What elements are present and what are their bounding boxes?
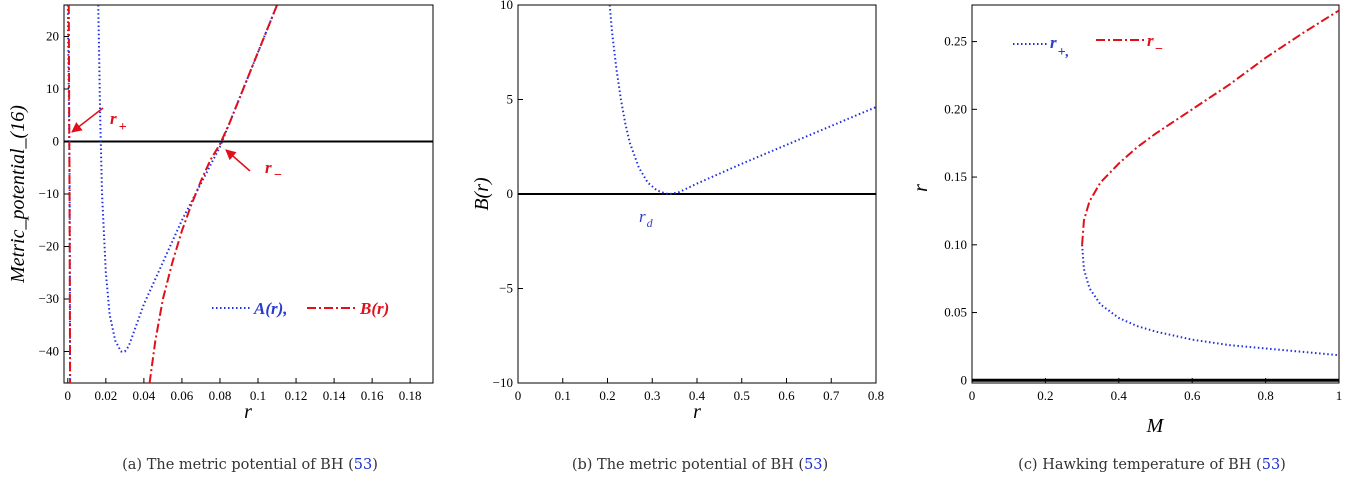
panel-b-series-0 bbox=[608, 5, 876, 195]
panel-c-chart: 0 0.2 0.4 0.6 0.8 100.050.100.150.200.25 r M … bbox=[910, 4, 1343, 437]
panel-a-ytick-label: −10 bbox=[39, 186, 59, 201]
panel-a-ylabel: Metric_potential_(16) bbox=[7, 105, 29, 284]
panel-c-ytick-label: 0.10 bbox=[944, 237, 967, 252]
panel-a-xtick-label: 0.14 bbox=[323, 388, 346, 403]
panel-c-xlabel: M bbox=[1146, 415, 1165, 437]
panel-b-ytick-label: −10 bbox=[493, 375, 513, 390]
panel-c-xtick-label: 1 bbox=[1336, 388, 1343, 403]
panel-a-xtick-label: 0.08 bbox=[209, 388, 232, 403]
panel-c-series-0 bbox=[1081, 244, 1339, 357]
panel-b-ytick-label: 5 bbox=[507, 92, 514, 107]
panel-a-xtick-label: 0.02 bbox=[94, 388, 117, 403]
panel-c-xtick-label: 0.8 bbox=[1257, 388, 1273, 403]
panel-c-ytick-label: 0.05 bbox=[944, 305, 967, 320]
panel-a-ytick-label: 0 bbox=[53, 134, 60, 149]
panel-c-ytick-label: 0.20 bbox=[944, 101, 967, 116]
panel-b-ytick-label: 0 bbox=[507, 186, 514, 201]
panel-c-ytick-label: 0.15 bbox=[944, 169, 967, 184]
panel-a-series-0 bbox=[66, 5, 278, 383]
panel-c-ylabel: r bbox=[910, 184, 932, 192]
panel-a-ytick-label: −30 bbox=[39, 291, 59, 306]
legend-label-r-plus: r+, bbox=[1050, 33, 1069, 60]
panel-a-xtick-label: 0 bbox=[65, 388, 72, 403]
panel-c-xtick-label: 0 bbox=[969, 388, 976, 403]
panel-a-series-1 bbox=[67, 5, 278, 383]
annotation-arrow-r-plus bbox=[71, 107, 104, 133]
panel-b-xtick-label: 0.5 bbox=[734, 388, 750, 403]
panel-b-ytick-label: 10 bbox=[500, 0, 513, 12]
panel-b-ylabel: B(r) bbox=[471, 177, 493, 211]
panel-b-ytick-label: −5 bbox=[499, 281, 513, 296]
panel-a-ytick-label: 10 bbox=[46, 81, 59, 96]
caption-c: (c) Hawking temperature of BH (53) bbox=[1018, 457, 1286, 473]
annotation-r-minus: r − bbox=[265, 158, 282, 183]
legend-label-r-minus: r− bbox=[1147, 31, 1163, 57]
panel-c-xtick-label: 0.4 bbox=[1111, 388, 1128, 403]
panel-b-xtick-label: 0.2 bbox=[599, 388, 615, 403]
panel-b-xtick-label: 0.1 bbox=[555, 388, 571, 403]
panel-c-ytick-label: 0 bbox=[961, 372, 968, 387]
annotation-arrow-r-minus bbox=[225, 149, 251, 172]
legend-label-a: A(r), bbox=[253, 299, 288, 318]
caption-b: (b) The metric potential of BH (53) bbox=[572, 457, 828, 473]
panel-b-xtick-label: 0.8 bbox=[868, 388, 884, 403]
panel-a-ytick-label: −20 bbox=[39, 239, 59, 254]
panel-c-series-1 bbox=[1081, 9, 1339, 245]
panel-a-xtick-label: 0.06 bbox=[171, 388, 194, 403]
annotation-r-plus: r + bbox=[110, 109, 127, 135]
panel-a-frame bbox=[63, 4, 434, 384]
panel-c-legend: r+, r− bbox=[1013, 31, 1163, 60]
panel-a-chart: 0 0.02 0.04 0.06 0.08 0.1 0.12 0.14 0.16 0.18 −40 −… bbox=[7, 4, 434, 423]
panel-c-xtick-label: 0.2 bbox=[1037, 388, 1053, 403]
panel-a-legend: A(r), B(r) bbox=[212, 299, 389, 318]
panel-c-ytick-label: 0.25 bbox=[944, 34, 967, 49]
panel-b-xtick-label: 0.4 bbox=[689, 388, 706, 403]
panel-c-xtick-label: 0.6 bbox=[1184, 388, 1201, 403]
annotation-r-d: rd bbox=[639, 207, 654, 230]
panel-c-frame bbox=[971, 4, 1340, 384]
panel-a-xtick-label: 0.18 bbox=[399, 388, 422, 403]
panel-b-xtick-label: 0.7 bbox=[823, 388, 840, 403]
legend-label-b: B(r) bbox=[359, 299, 389, 318]
panel-a-xtick-label: 0.1 bbox=[250, 388, 266, 403]
panel-a-ytick-label: 20 bbox=[46, 29, 59, 44]
panel-a-ytick-label: −40 bbox=[39, 344, 59, 359]
panel-b-xlabel: r bbox=[693, 401, 701, 423]
panel-a-xtick-label: 0.04 bbox=[133, 388, 156, 403]
panel-b-xtick-label: 0.3 bbox=[644, 388, 660, 403]
caption-a: (a) The metric potential of BH (53) bbox=[122, 457, 378, 473]
panel-a-xtick-label: 0.16 bbox=[361, 388, 384, 403]
panel-b-xtick-label: 0 bbox=[515, 388, 522, 403]
panel-b-xtick-label: 0.6 bbox=[778, 388, 795, 403]
panel-a-xlabel: r bbox=[244, 401, 252, 423]
panel-a-xtick-label: 0.12 bbox=[285, 388, 308, 403]
